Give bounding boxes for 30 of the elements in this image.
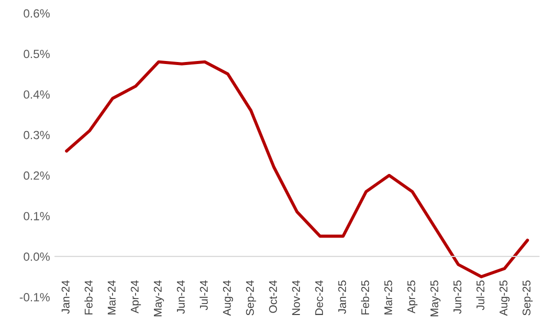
x-tick-label: Apr-24 [130, 280, 141, 314]
x-tick-label: Mar-25 [384, 280, 392, 314]
line-series [64, 60, 530, 278]
x-tick-label: Sep-24 [246, 280, 256, 316]
y-tick-label: 0.4% [24, 90, 50, 99]
x-tick-label: May-24 [154, 280, 164, 316]
x-tick-label: Feb-25 [360, 280, 370, 314]
y-tick-label: 0.1% [24, 212, 50, 220]
x-tick-label: Jan-25 [338, 280, 346, 314]
y-tick-label: 0.2% [24, 171, 50, 180]
x-tick-label: Apr-25 [407, 280, 418, 314]
x-tick-label: Nov-24 [292, 280, 300, 315]
x-tick-label: Jul-24 [200, 280, 208, 310]
x-tick-label: Jun-24 [176, 280, 185, 314]
x-tick-label: Jan-24 [62, 280, 70, 314]
x-tick-label: Jun-25 [453, 280, 462, 314]
x-tick-label: May-25 [430, 280, 440, 316]
y-tick-label: 0.6% [24, 9, 50, 18]
x-tick-label: Jul-25 [476, 280, 484, 310]
y-tick-label: -0.1% [20, 293, 50, 302]
x-tick-label: Feb-24 [84, 280, 93, 314]
x-tick-label: Mar-24 [108, 280, 116, 314]
y-tick-label: 0.3% [24, 130, 50, 140]
x-tick-label: Aug-25 [500, 280, 510, 316]
y-tick-label: 0.0% [24, 252, 50, 261]
x-tick-label: Dec-24 [315, 280, 324, 315]
x-tick-label: Sep-25 [522, 280, 533, 316]
x-tick-label: Oct-24 [269, 280, 277, 313]
x-tick-label: Aug-24 [222, 280, 234, 316]
y-tick-label: 0.5% [24, 50, 50, 58]
